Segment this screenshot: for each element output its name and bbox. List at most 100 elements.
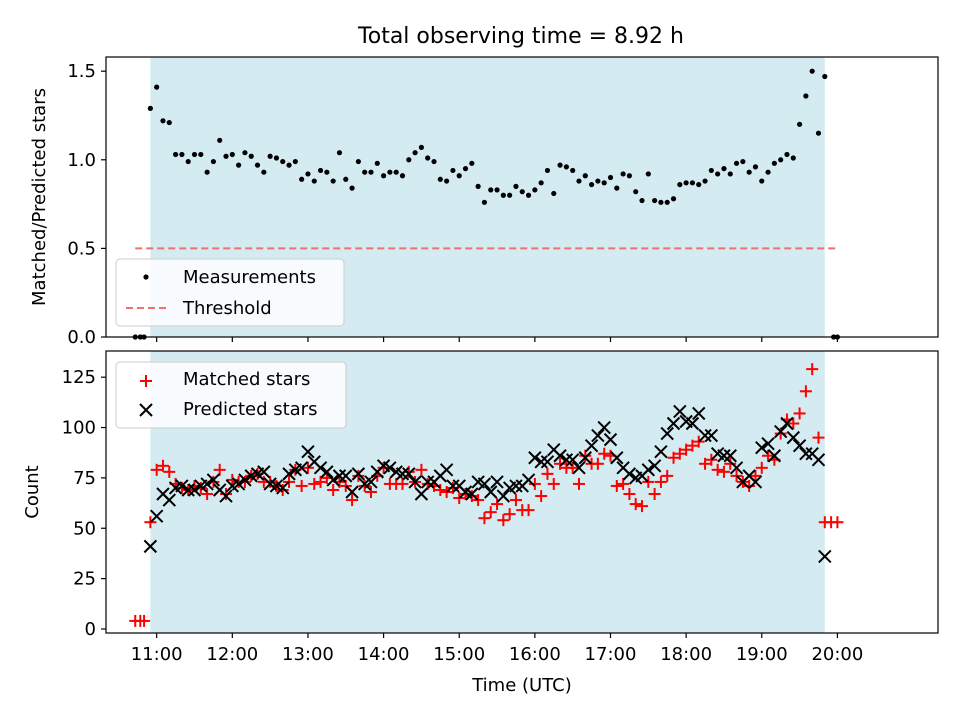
predicted-star-point — [477, 477, 492, 491]
legend-matched-label: Matched stars — [183, 369, 310, 390]
x-tick-label: 16:00 — [509, 644, 561, 665]
matched-star-point — [762, 449, 775, 462]
measurement-point — [425, 155, 431, 161]
predicted-star-point — [610, 451, 624, 465]
measurement-points — [132, 68, 841, 340]
measurement-point — [696, 181, 702, 188]
predicted-star-point — [332, 469, 347, 483]
matched-star-point — [554, 457, 567, 470]
matched-star-point — [364, 486, 377, 498]
predicted-star-point — [603, 432, 618, 447]
matched-star-point — [528, 477, 541, 490]
measurement-point — [670, 196, 677, 202]
matched-star-point — [623, 488, 636, 501]
y-tick-label: 100 — [62, 418, 96, 439]
measurement-point — [658, 199, 664, 205]
predicted-star-point — [553, 449, 567, 463]
measurement-point — [179, 151, 185, 158]
matched-star-point — [547, 477, 560, 490]
matched-star-point — [150, 463, 163, 476]
predicted-star-point — [383, 461, 397, 475]
top-panel: 0.0 0.5 1.0 1.5 Matched/Predicted stars Mea… — [29, 56, 939, 348]
predicted-star-point — [692, 406, 706, 421]
matched-star-point — [724, 457, 737, 470]
top-frame — [105, 56, 939, 338]
predicted-star-point — [282, 467, 296, 481]
matched-star-point — [509, 494, 522, 507]
measurement-point — [147, 105, 153, 111]
matched-star-point — [749, 469, 762, 482]
measurement-point — [759, 178, 765, 184]
measurement-point — [418, 144, 425, 150]
y-tick-label: 75 — [73, 468, 96, 489]
measurement-point — [343, 176, 349, 182]
matched-star-point — [787, 417, 800, 430]
matched-star-point — [478, 512, 491, 525]
measurement-point — [727, 171, 733, 177]
measurement-point — [406, 157, 412, 163]
matched-star-point — [459, 488, 472, 501]
predicted-star-point — [792, 438, 807, 453]
measurement-point — [607, 174, 614, 181]
measurement-point — [374, 160, 380, 166]
y-tick-label: 0.0 — [67, 327, 96, 348]
predicted-star-point — [509, 479, 523, 493]
matched-star-point — [755, 461, 768, 474]
measurement-point — [765, 169, 771, 175]
top-legend: Measurements Threshold — [115, 258, 345, 327]
bottom-legend: Matched stars Predicted stars — [115, 361, 347, 429]
predicted-star-point — [818, 549, 832, 564]
measurement-point — [204, 169, 210, 175]
matched-star-point — [358, 479, 371, 492]
legend-measurements-marker — [143, 274, 149, 280]
predicted-star-point — [755, 440, 769, 455]
matched-star-point — [610, 479, 623, 492]
predicted-star-point — [666, 416, 681, 431]
matched-star-point — [283, 475, 296, 488]
matched-star-point — [535, 490, 548, 503]
measurement-point — [349, 185, 355, 191]
measurement-point — [444, 178, 450, 184]
measurement-point — [437, 176, 443, 182]
measurement-point — [525, 192, 532, 198]
predicted-star-point — [597, 420, 611, 435]
y-tick-label: 0.5 — [67, 238, 96, 259]
measurement-point — [166, 119, 172, 126]
bottom-y-axis: 0 25 50 75 100 125 — [62, 367, 106, 640]
measurement-point — [752, 164, 759, 170]
count-points — [129, 363, 844, 627]
predicted-star-point — [685, 416, 700, 431]
matched-star-point — [138, 614, 151, 627]
matched-star-point — [440, 486, 453, 498]
x-tick-label: 11:00 — [131, 644, 183, 665]
measurement-point — [242, 150, 248, 156]
measurement-point — [588, 181, 595, 188]
predicted-star-point — [364, 475, 378, 489]
predicted-star-point — [238, 473, 252, 487]
measurement-point — [740, 158, 746, 165]
predicted-star-point — [395, 467, 410, 481]
predicted-star-point — [175, 479, 189, 493]
measurement-point — [368, 169, 374, 175]
matched-star-point — [144, 516, 157, 529]
matched-star-point — [566, 461, 579, 474]
measurement-point — [595, 178, 601, 184]
matched-star-point — [396, 477, 409, 490]
predicted-star-point — [465, 487, 479, 501]
predicted-star-point — [799, 447, 813, 461]
measurement-point — [311, 178, 317, 184]
predicted-star-point — [219, 489, 233, 503]
measurement-point — [317, 167, 324, 174]
predicted-star-point — [414, 487, 429, 501]
y-tick-label: 125 — [62, 367, 96, 388]
measurement-point — [223, 153, 229, 159]
measurement-point — [393, 169, 399, 175]
predicted-star-point — [534, 455, 548, 469]
matched-star-point — [308, 477, 321, 490]
predicted-star-point — [200, 477, 214, 491]
matched-star-point — [680, 443, 693, 456]
predicted-star-point — [622, 467, 637, 481]
matched-star-point — [156, 459, 169, 472]
predicted-star-point — [698, 428, 712, 443]
matched-star-point — [705, 453, 718, 466]
